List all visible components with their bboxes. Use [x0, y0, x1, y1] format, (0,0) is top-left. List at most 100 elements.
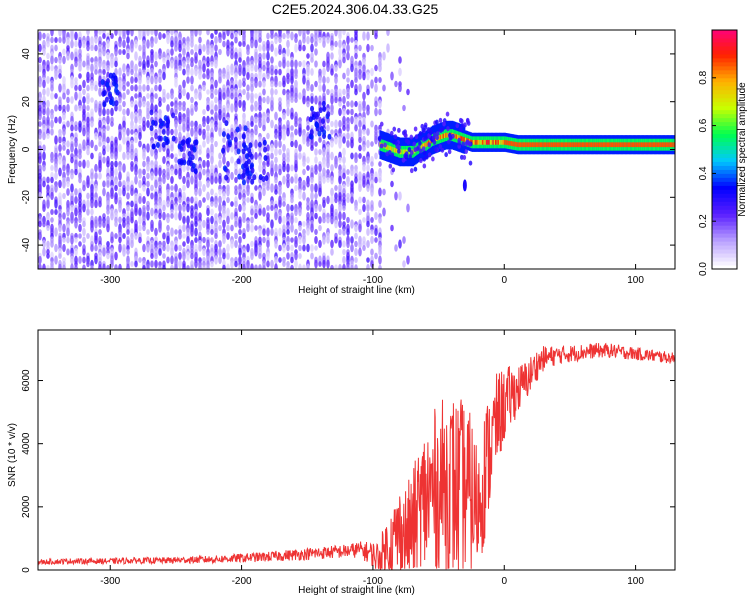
heatmap-cell: [330, 45, 334, 51]
heatmap-cell: [114, 184, 118, 192]
y-axis-label: Frequency (Hz): [7, 115, 18, 184]
heatmap-cell: [350, 152, 354, 160]
heatmap-cell: [282, 59, 286, 69]
heatmap-cell: [282, 131, 286, 141]
heatmap-cell: [174, 44, 178, 52]
heatmap-cell: [262, 88, 266, 96]
heatmap-cell: [326, 111, 331, 118]
heatmap-cell: [558, 142, 560, 148]
heatmap-cell: [222, 155, 226, 165]
heatmap-cell: [190, 213, 194, 219]
heatmap-cell: [122, 232, 126, 240]
heatmap-cell: [227, 141, 232, 148]
colorbar-segment: [712, 197, 737, 202]
heatmap-cell: [218, 36, 222, 44]
heatmap-cell: [46, 132, 50, 140]
heatmap-cell: [226, 232, 230, 240]
heatmap-cell: [94, 84, 98, 92]
heatmap-cell: [194, 236, 198, 244]
heatmap-cell: [518, 142, 521, 148]
heatmap-cell: [50, 119, 54, 129]
heatmap-cell: [270, 87, 274, 97]
heatmap-cell: [70, 263, 74, 269]
heatmap-cell: [346, 264, 350, 269]
heatmap-cell: [342, 147, 346, 157]
heatmap-cell: [346, 92, 350, 100]
heatmap-cell: [646, 142, 648, 148]
heatmap-cell: [629, 142, 631, 148]
heatmap-cell: [354, 232, 358, 240]
y-tick-label: 2000: [21, 495, 32, 518]
heatmap-cell: [346, 181, 350, 187]
heatmap-cell: [326, 124, 330, 132]
heatmap-cell: [230, 68, 234, 76]
heatmap-cell: [62, 111, 66, 121]
heatmap-cell: [58, 104, 62, 112]
heatmap-cell: [302, 161, 306, 167]
heatmap-cell: [270, 68, 274, 76]
heatmap-cell: [310, 145, 314, 151]
colorbar-segment: [712, 225, 737, 230]
heatmap-cell: [250, 104, 254, 112]
heatmap-cell: [130, 100, 134, 108]
heatmap-cell: [146, 92, 150, 100]
heatmap-cell: [488, 139, 491, 145]
heatmap-cell: [110, 259, 114, 269]
colorbar-tick-label: 0.4: [698, 166, 709, 180]
heatmap-cell: [170, 153, 174, 159]
heatmap-cell: [346, 43, 350, 53]
heatmap-cell: [322, 60, 326, 68]
heatmap-cell: [350, 100, 354, 108]
heatmap-cell: [102, 247, 106, 257]
heatmap-cell: [174, 229, 178, 235]
heatmap-cell: [226, 133, 231, 140]
heatmap-cell: [406, 203, 410, 213]
heatmap-cell: [354, 156, 358, 164]
heatmap-cell: [398, 56, 402, 64]
heatmap-cell: [278, 244, 282, 252]
heatmap-cell: [162, 71, 166, 81]
heatmap-cell: [315, 122, 320, 129]
heatmap-cell: [151, 143, 156, 150]
colorbar-segment: [712, 113, 737, 119]
heatmap-cell: [274, 139, 278, 149]
heatmap-cell: [146, 211, 150, 221]
heatmap-cell: [310, 57, 314, 63]
heatmap-cell: [266, 185, 270, 191]
heatmap-cell: [82, 227, 86, 237]
heatmap-cell: [262, 207, 266, 217]
heatmap-cell: [161, 141, 166, 148]
heatmap-cell: [302, 135, 306, 145]
heatmap-cell: [246, 263, 250, 269]
heatmap-cell: [374, 252, 378, 260]
heatmap-cell: [90, 244, 94, 252]
heatmap-cell: [258, 208, 262, 216]
heatmap-cell: [218, 76, 222, 84]
heatmap-cell: [242, 217, 246, 223]
heatmap-cell: [314, 41, 318, 47]
heatmap-cell: [58, 155, 62, 165]
heatmap-cell: [463, 137, 466, 142]
heatmap-cell: [447, 139, 451, 145]
heatmap-cell: [290, 176, 294, 184]
heatmap-cell: [106, 252, 110, 260]
y-tick-label: 20: [21, 96, 32, 108]
heatmap-cell: [138, 179, 142, 189]
heatmap-cell: [122, 84, 126, 92]
heatmap-cell: [322, 199, 326, 209]
colorbar-segment: [712, 153, 737, 158]
heatmap-cell: [50, 55, 54, 65]
heatmap-cell: [108, 93, 113, 100]
heatmap-cell: [306, 263, 310, 269]
heatmap-cell: [254, 55, 258, 65]
heatmap-cell: [170, 144, 174, 152]
heatmap-cell: [338, 139, 342, 149]
heatmap-cell: [178, 232, 182, 240]
heatmap-cell: [338, 219, 342, 229]
colorbar-tick-label: 0.2: [698, 214, 709, 228]
heatmap-cell: [258, 44, 262, 52]
heatmap-cell: [234, 176, 238, 184]
heatmap-cell: [266, 116, 270, 124]
heatmap-cell: [455, 134, 458, 139]
heatmap-cell: [182, 60, 186, 68]
